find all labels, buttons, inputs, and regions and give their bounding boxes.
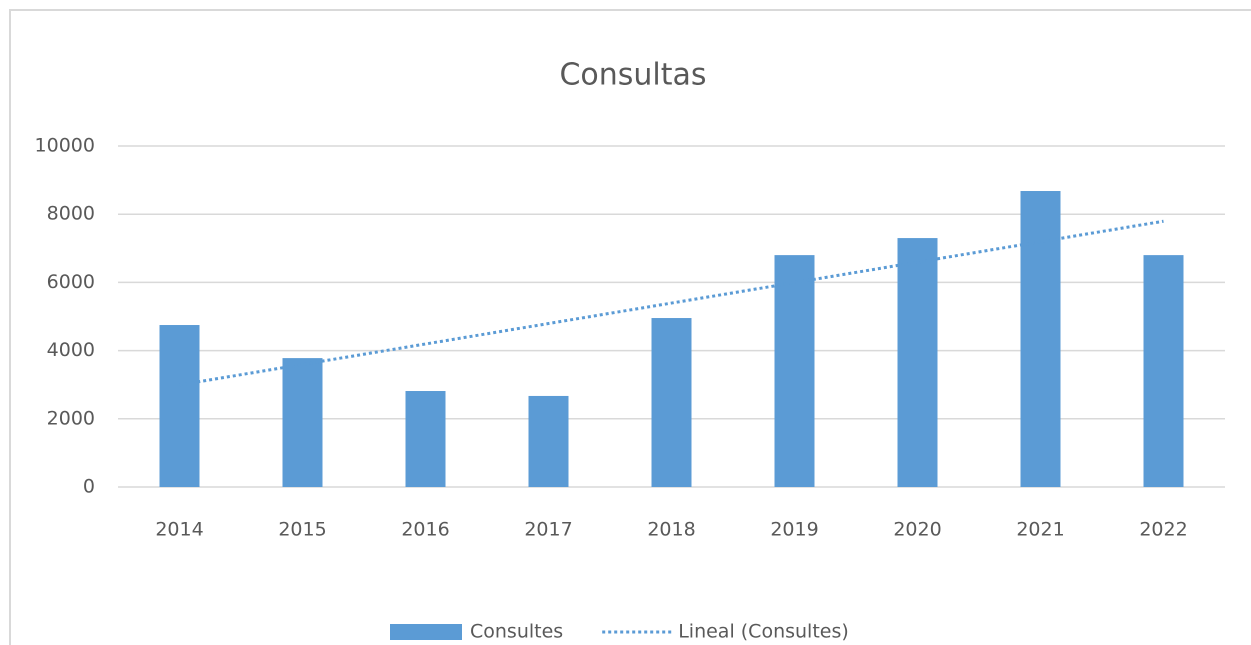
legend-label: Lineal (Consultes) bbox=[678, 621, 849, 643]
x-tick-label: 2014 bbox=[155, 519, 203, 541]
x-tick-label: 2021 bbox=[1016, 519, 1064, 541]
y-tick-label: 2000 bbox=[47, 407, 95, 429]
legend-swatch bbox=[390, 624, 462, 640]
x-tick-label: 2022 bbox=[1139, 519, 1187, 541]
bar bbox=[651, 318, 692, 487]
y-tick-label: 6000 bbox=[47, 271, 95, 293]
y-tick-label: 8000 bbox=[47, 203, 95, 225]
x-tick-label: 2015 bbox=[278, 519, 326, 541]
bar bbox=[528, 395, 569, 487]
x-tick-label: 2020 bbox=[893, 519, 941, 541]
x-tick-label: 2016 bbox=[401, 519, 449, 541]
trend-line bbox=[179, 219, 1164, 387]
legend-label: Consultes bbox=[470, 621, 563, 643]
chart-title: Consultas bbox=[559, 58, 706, 93]
y-tick-label: 4000 bbox=[47, 339, 95, 361]
bar bbox=[1020, 191, 1061, 487]
bar bbox=[405, 391, 446, 487]
x-tick-label: 2019 bbox=[770, 519, 818, 541]
chart-frame bbox=[9, 9, 1251, 645]
x-tick-label: 2017 bbox=[524, 519, 572, 541]
bar bbox=[897, 238, 938, 487]
x-tick-label: 2018 bbox=[647, 519, 695, 541]
bar bbox=[1143, 255, 1184, 487]
y-tick-label: 0 bbox=[83, 476, 95, 498]
bar bbox=[159, 325, 200, 487]
bar bbox=[774, 255, 815, 487]
y-tick-label: 10000 bbox=[35, 135, 95, 157]
bar bbox=[282, 358, 323, 487]
